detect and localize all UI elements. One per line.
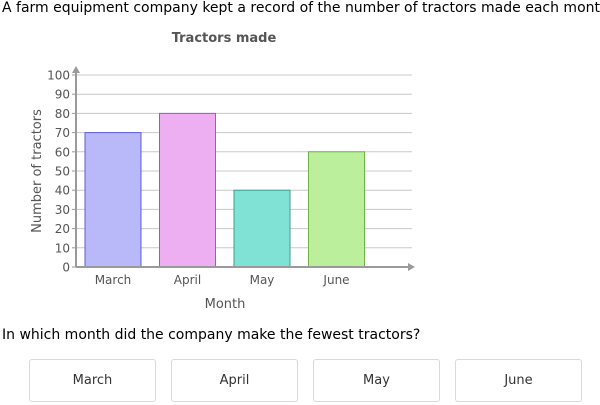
chart-title: Tractors made (172, 31, 277, 46)
y-tick-label: 10 (55, 241, 70, 255)
x-axis-arrow (408, 263, 415, 271)
bar-april (159, 112, 216, 268)
axes (72, 66, 415, 271)
y-tick-label: 100 (47, 69, 70, 83)
intro-text: A farm equipment company kept a record o… (2, 0, 600, 16)
choice-may-button[interactable]: May (313, 359, 440, 402)
y-tick-label: 90 (55, 88, 70, 102)
y-axis-arrow (72, 66, 80, 73)
choice-june-button[interactable]: June (455, 359, 582, 402)
y-tick-label: 20 (55, 222, 70, 236)
bar-may (233, 189, 291, 268)
x-tick-label: June (322, 273, 349, 287)
y-tick-label: 70 (55, 126, 70, 140)
bar-march (84, 132, 142, 268)
x-axis-label: Month (205, 297, 246, 312)
y-tick-label: 80 (55, 107, 70, 121)
y-tick-label: 40 (55, 184, 70, 198)
y-tick-label: 50 (55, 165, 70, 179)
bar-june (308, 151, 365, 268)
x-tick-labels: March April May June (95, 273, 350, 287)
choice-march-button[interactable]: March (29, 359, 156, 402)
y-tick-labels: 0 10 20 30 40 50 60 70 80 90 100 (47, 69, 70, 275)
y-tick-label: 0 (62, 261, 70, 275)
x-tick-label: March (95, 273, 132, 287)
y-tick-label: 60 (55, 145, 70, 159)
y-axis-label: Number of tractors (30, 109, 45, 233)
y-tick-label: 30 (55, 203, 70, 217)
question-text: In which month did the company make the … (2, 327, 421, 343)
x-tick-label: May (250, 273, 275, 287)
choice-april-button[interactable]: April (171, 359, 298, 402)
x-tick-label: April (174, 273, 201, 287)
bars (84, 112, 365, 268)
tractors-bar-chart: 0 10 20 30 40 50 60 70 80 90 100 March April May June… (30, 31, 415, 312)
answer-choices: March April May June (29, 359, 585, 405)
